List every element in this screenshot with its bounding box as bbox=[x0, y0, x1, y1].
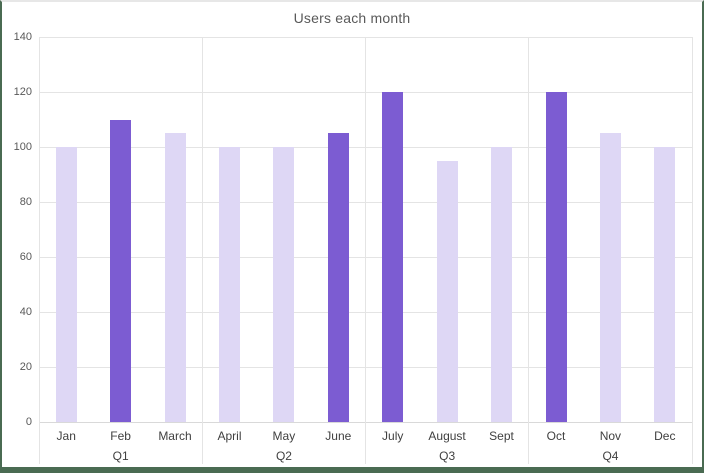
y-tick-label: 120 bbox=[13, 86, 32, 98]
bar-jan bbox=[55, 147, 77, 422]
bar-dec bbox=[654, 147, 676, 422]
x-tick-label-april: April bbox=[217, 429, 242, 443]
y-tick-label: 40 bbox=[19, 306, 32, 318]
quarter-label-q2: Q2 bbox=[275, 449, 292, 463]
y-tick-label: 20 bbox=[19, 361, 32, 373]
bar-may bbox=[273, 147, 295, 422]
bar-june bbox=[327, 133, 349, 423]
bar-july bbox=[382, 92, 404, 422]
x-tick-label-june: June bbox=[325, 429, 352, 443]
x-tick-label-may: May bbox=[272, 429, 296, 443]
y-tick-label: 80 bbox=[19, 196, 32, 208]
x-tick-label-dec: Dec bbox=[654, 429, 676, 443]
x-tick-label-july: July bbox=[382, 429, 404, 443]
quarter-label-q3: Q3 bbox=[439, 449, 456, 463]
quarter-separator bbox=[38, 37, 40, 464]
quarter-separator bbox=[365, 37, 366, 464]
y-tick-label: 60 bbox=[19, 251, 32, 263]
x-tick-label-jan: Jan bbox=[56, 429, 76, 443]
y-tick-label: 100 bbox=[13, 141, 32, 153]
quarter-separator bbox=[201, 37, 203, 464]
x-tick-label-march: March bbox=[158, 429, 192, 443]
plot-area: 0 20 40 60 80 100 120 140 Jan Feb March April May Jun… bbox=[2, 2, 702, 467]
y-tick-label: 140 bbox=[13, 31, 32, 43]
bar-april bbox=[219, 147, 240, 422]
x-tick-label-oct: Oct bbox=[546, 429, 566, 443]
x-tick-label-sept: Sept bbox=[489, 429, 514, 443]
bar-sept bbox=[491, 147, 512, 422]
quarter-label-q4: Q4 bbox=[602, 449, 619, 463]
bar-march bbox=[164, 133, 186, 423]
bar-august bbox=[436, 160, 458, 423]
y-tick-label: 0 bbox=[25, 416, 32, 428]
x-tick-label-feb: Feb bbox=[110, 429, 131, 443]
quarter-separator bbox=[528, 37, 530, 464]
chart-title: Users each month bbox=[293, 10, 411, 26]
x-tick-label-nov: Nov bbox=[599, 429, 622, 443]
quarter-label-q1: Q1 bbox=[112, 449, 129, 463]
x-tick-label-august: August bbox=[428, 429, 466, 443]
bar-oct bbox=[545, 92, 567, 422]
bar-feb bbox=[110, 119, 132, 422]
quarter-separator bbox=[691, 37, 693, 464]
bar-nov bbox=[599, 133, 621, 423]
